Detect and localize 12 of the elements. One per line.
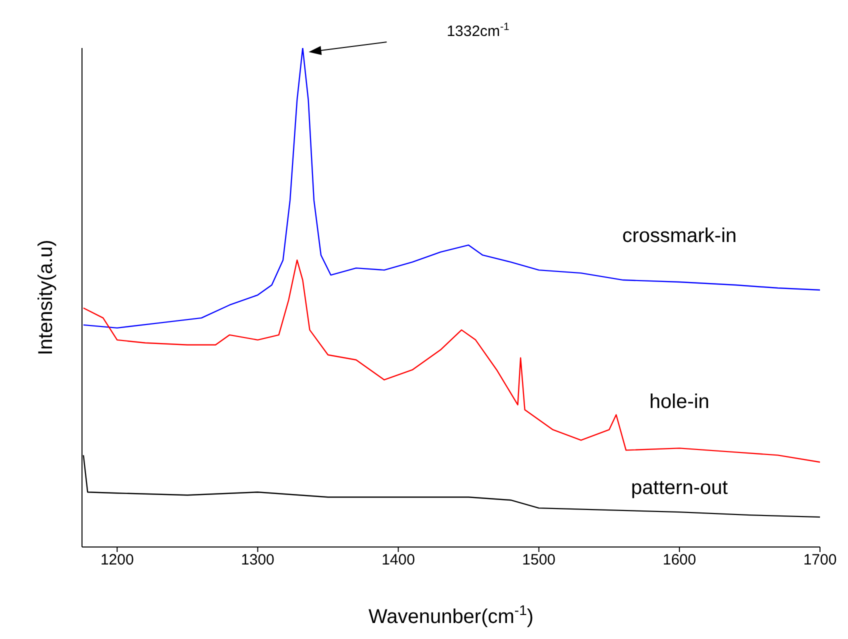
x-tick-label: 1200 xyxy=(100,552,134,569)
x-tick-label: 1600 xyxy=(662,552,696,569)
series-label: crossmark-in xyxy=(622,225,737,248)
y-axis-title: Intensity(a.u) xyxy=(35,240,57,356)
x-tick-label: 1700 xyxy=(803,552,837,569)
series-label: hole-in xyxy=(649,391,710,414)
x-tick-label: 1300 xyxy=(241,552,274,569)
series-label: pattern-out xyxy=(631,477,728,500)
text: 1332cm$^{-1}$ xyxy=(446,21,510,40)
x-tick-label: 1400 xyxy=(382,552,415,569)
x-tick-label: 1500 xyxy=(522,552,556,569)
x-axis-title: Wavenunber(cm$^{-1}$) xyxy=(368,602,534,628)
